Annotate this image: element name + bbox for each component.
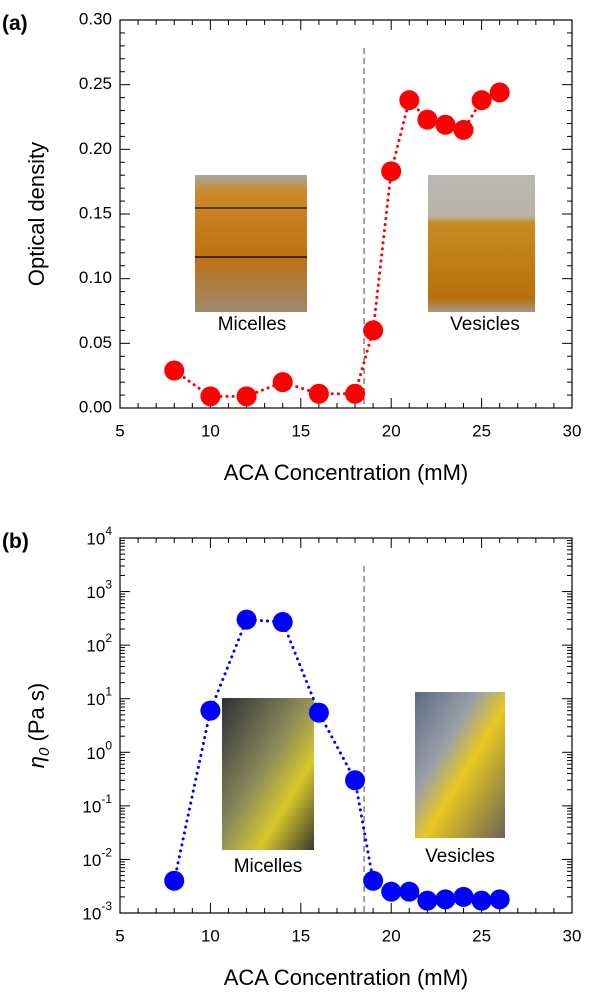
- data-point: [164, 871, 184, 891]
- photo-micelles-a: [195, 175, 307, 312]
- y-tick-label: 101: [86, 685, 112, 709]
- x-tick-label: 10: [201, 926, 220, 945]
- data-point: [454, 120, 474, 140]
- photo-label: Micelles: [234, 856, 303, 877]
- data-point: [309, 703, 329, 723]
- photo-label: Vesicles: [450, 314, 520, 335]
- photo-micelles-b: [222, 698, 314, 850]
- data-point: [345, 770, 365, 790]
- data-point: [454, 887, 474, 907]
- figure: 510152025300.000.050.100.150.200.250.30(…: [0, 0, 595, 1003]
- data-point: [309, 384, 329, 404]
- y-tick-label: 0.30: [79, 9, 112, 28]
- data-point: [435, 115, 455, 135]
- y-tick-label: 0.20: [79, 139, 112, 158]
- x-tick-label: 30: [563, 926, 582, 945]
- data-point: [381, 161, 401, 181]
- y-tick-label: 0.00: [79, 397, 112, 416]
- photo-vesicles-b: [415, 692, 505, 838]
- x-axis-label: ACA Concentration (mM): [224, 965, 469, 990]
- x-tick-label: 15: [291, 926, 310, 945]
- data-point: [200, 701, 220, 721]
- data-point: [399, 90, 419, 110]
- x-tick-label: 5: [115, 926, 124, 945]
- y-tick-label: 0.05: [79, 333, 112, 352]
- x-tick-label: 25: [472, 926, 491, 945]
- y-tick-label: 10-1: [82, 792, 112, 816]
- x-tick-label: 5: [115, 421, 124, 440]
- y-tick-label: 102: [86, 631, 112, 655]
- data-point: [399, 882, 419, 902]
- y-tick-label: 0.10: [79, 268, 112, 287]
- x-tick-label: 20: [382, 421, 401, 440]
- data-point: [417, 110, 437, 130]
- data-point: [273, 612, 293, 632]
- data-point: [381, 882, 401, 902]
- x-tick-label: 30: [563, 421, 582, 440]
- y-axis-label: η0 (Pa s): [24, 683, 53, 768]
- data-point: [237, 386, 257, 406]
- y-tick-label: 103: [86, 578, 112, 602]
- page: {"chart_data": [ {"type": "scatter", "pa…: [0, 0, 595, 1003]
- x-tick-label: 25: [472, 421, 491, 440]
- x-tick-label: 20: [382, 926, 401, 945]
- data-point: [363, 871, 383, 891]
- x-axis-label: ACA Concentration (mM): [224, 460, 469, 485]
- x-tick-label: 10: [201, 421, 220, 440]
- data-point: [164, 360, 184, 380]
- panel-label: (b): [2, 530, 29, 553]
- data-point: [237, 610, 257, 630]
- y-tick-label: 104: [86, 524, 112, 548]
- data-point: [435, 889, 455, 909]
- data-point: [363, 320, 383, 340]
- y-tick-label: 0.25: [79, 74, 112, 93]
- y-tick-label: 100: [86, 738, 112, 762]
- y-tick-label: 10-2: [82, 846, 112, 870]
- y-tick-label: 0.15: [79, 203, 112, 222]
- data-point: [273, 372, 293, 392]
- data-point: [417, 891, 437, 911]
- panel-label: (a): [2, 12, 28, 35]
- x-tick-label: 15: [291, 421, 310, 440]
- photo-label: Micelles: [218, 314, 287, 335]
- photo-label: Vesicles: [425, 846, 495, 867]
- photos: [195, 175, 535, 850]
- y-axis-label: Optical density: [24, 142, 49, 286]
- data-point: [200, 386, 220, 406]
- data-point: [490, 889, 510, 909]
- photo-vesicles-a: [428, 175, 535, 312]
- data-point: [345, 384, 365, 404]
- y-tick-label: 10-3: [82, 899, 112, 923]
- data-point: [490, 82, 510, 102]
- data-point: [472, 891, 492, 911]
- data-point: [472, 90, 492, 110]
